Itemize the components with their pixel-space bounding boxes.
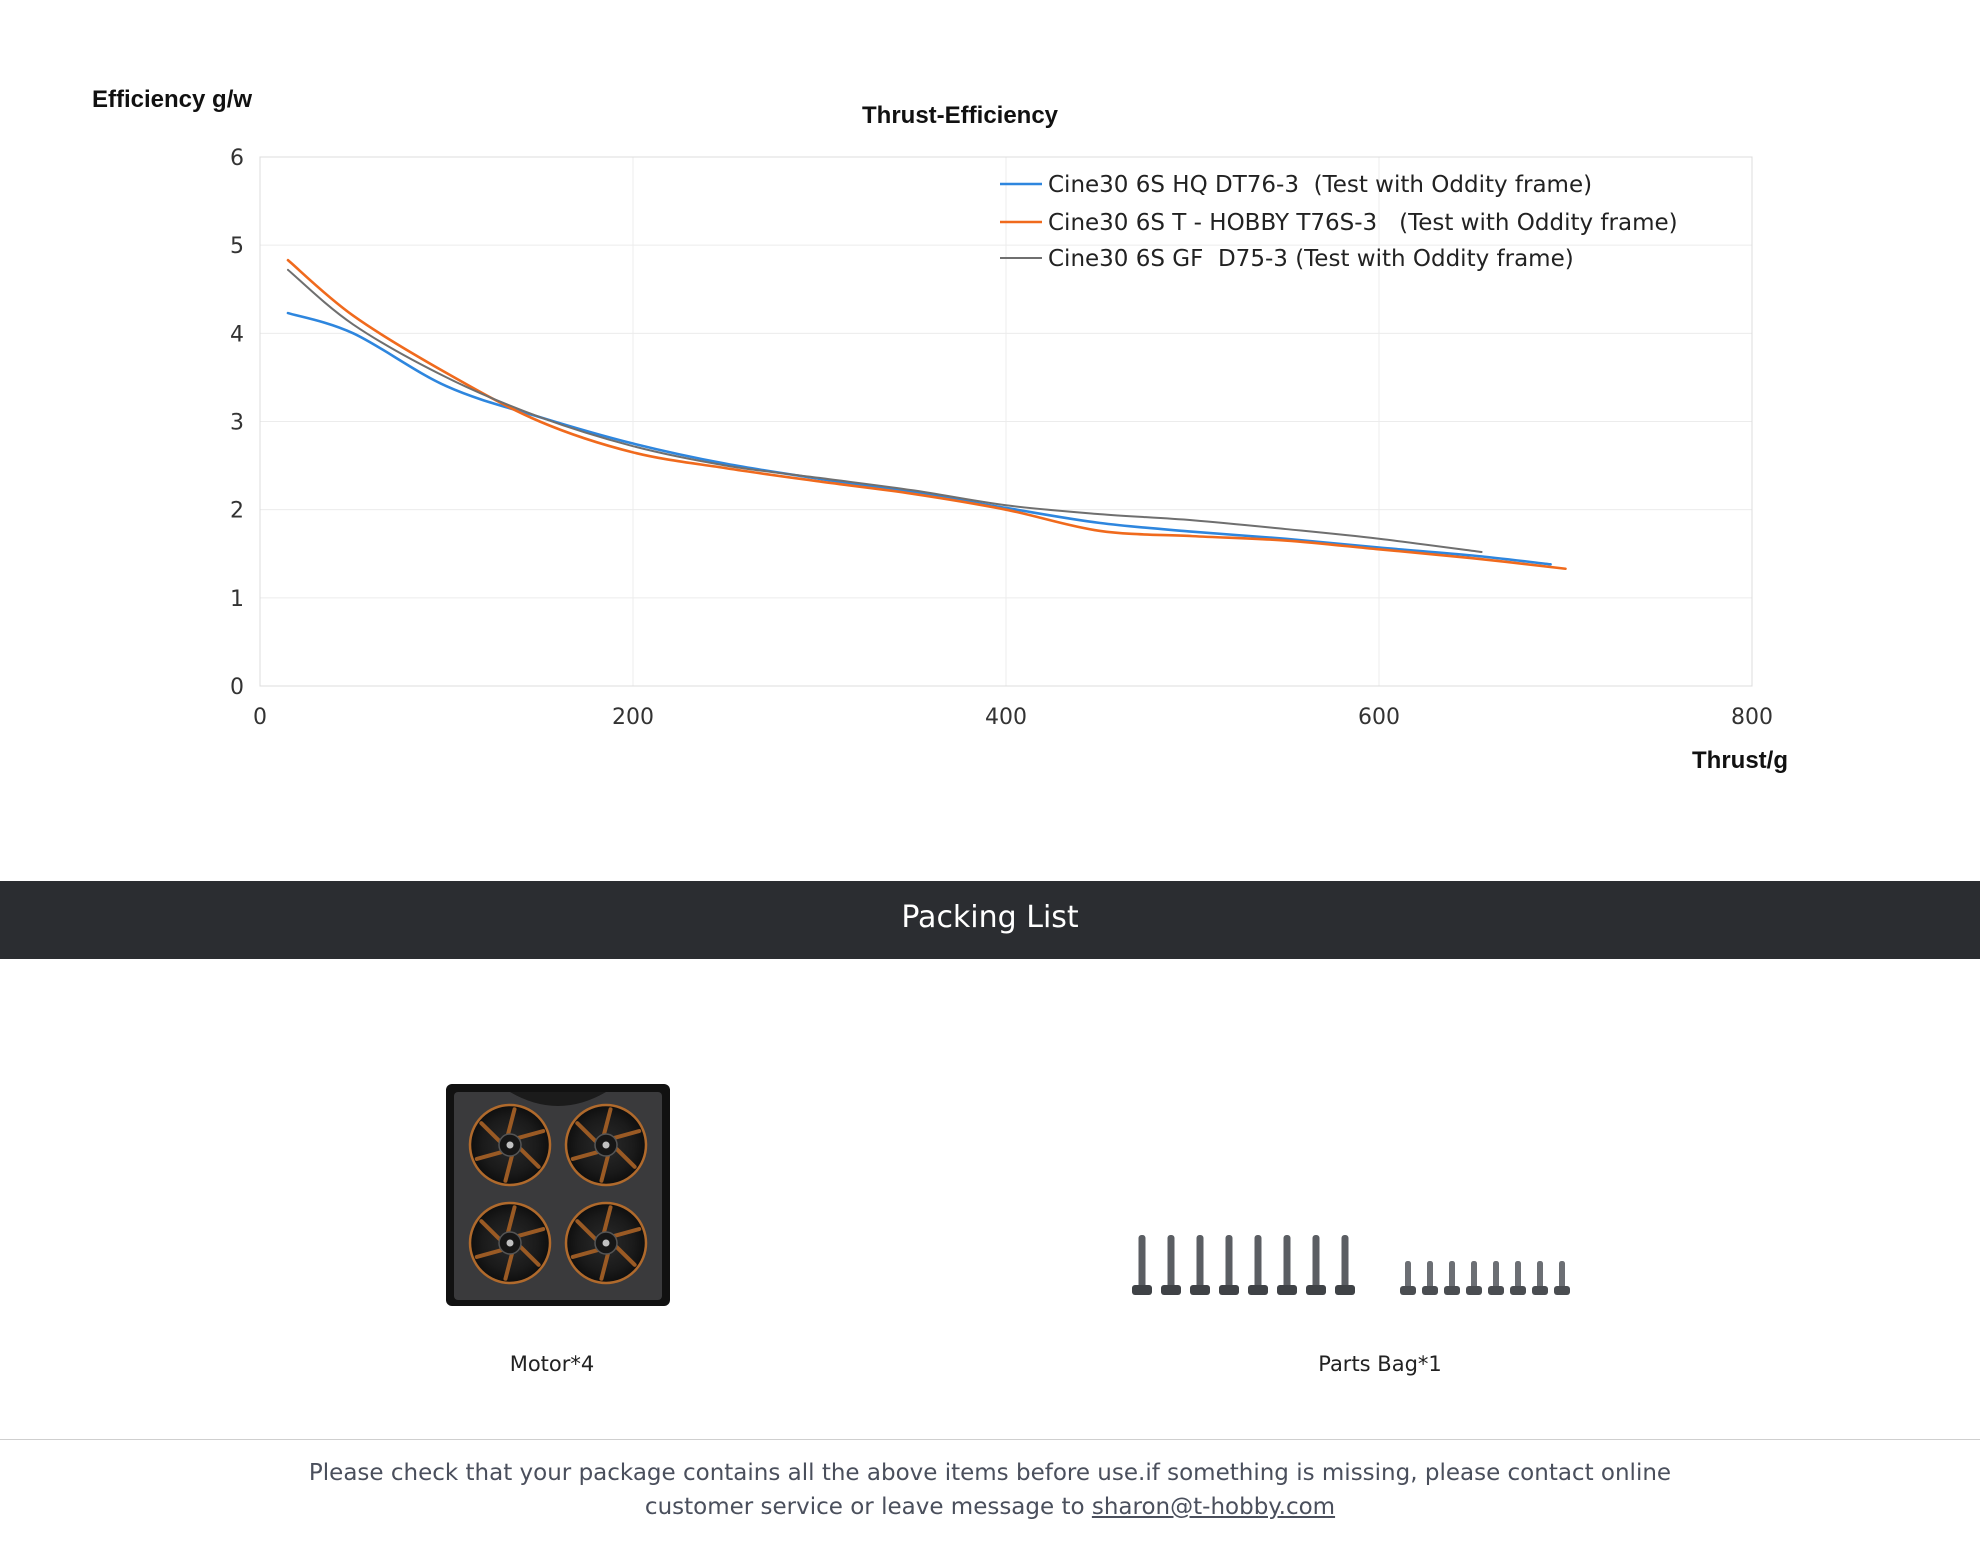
short-screw-icon — [1510, 1261, 1526, 1295]
plot-border — [259, 156, 1753, 687]
x-tick-label: 0 — [253, 705, 267, 730]
short-screw-icon — [1554, 1261, 1570, 1295]
motor-bell-icon — [468, 1103, 552, 1187]
chart-grid — [259, 156, 1753, 687]
long-screw-icon — [1306, 1235, 1326, 1295]
packing-list-header — [0, 881, 1980, 959]
y-tick-label: 6 — [230, 146, 244, 171]
y-tick-label: 4 — [230, 322, 244, 347]
chart-axes — [259, 156, 1753, 687]
long-screw-icon — [1277, 1235, 1297, 1295]
x-axis-title: Thrust/g — [1692, 747, 1788, 774]
chart-title: Thrust-Efficiency — [862, 102, 1059, 129]
long-screw-icon — [1132, 1235, 1152, 1295]
chart-tick-labels: 0 1 2 3 4 5 6 0 200 400 600 800 — [230, 146, 1773, 730]
package-notice: Please check that your package contains … — [300, 1456, 1680, 1524]
motor-bell-icon — [564, 1103, 648, 1187]
long-screw-icon — [1219, 1235, 1239, 1295]
thrust-efficiency-chart: 0 1 2 3 4 5 6 0 200 400 600 800 Cine30 6S HQ DT76-3… — [230, 146, 1773, 730]
motor-box-image — [446, 1084, 670, 1306]
x-tick-label: 600 — [1358, 705, 1400, 730]
y-tick-label: 2 — [230, 499, 244, 524]
y-tick-label: 5 — [230, 234, 244, 259]
short-screw-icon — [1488, 1261, 1504, 1295]
short-screw-icon — [1532, 1261, 1548, 1295]
y-tick-label: 1 — [230, 587, 244, 612]
series-line-3 — [286, 268, 1483, 553]
legend-label-3: Cine30 6S GF D75-3 (Test with Oddity fra… — [1048, 246, 1574, 272]
notice-text: Please check that your package contains … — [308, 1460, 1672, 1520]
footer-divider — [0, 1439, 1980, 1440]
y-axis-title: Efficiency g/w — [92, 86, 253, 113]
short-screw-icon — [1422, 1261, 1438, 1295]
series-line-1 — [286, 311, 1552, 566]
parts-bag-caption: Parts Bag*1 — [1318, 1352, 1442, 1376]
x-tick-label: 400 — [985, 705, 1027, 730]
legend-label-2: Cine30 6S T - HOBBY T76S-3 (Test with Od… — [1048, 210, 1678, 236]
x-tick-label: 200 — [612, 705, 654, 730]
motor-bell-icon — [468, 1201, 552, 1285]
legend-label-1: Cine30 6S HQ DT76-3 (Test with Oddity fr… — [1048, 172, 1592, 198]
long-screw-icon — [1161, 1235, 1181, 1295]
long-screw-icon — [1190, 1235, 1210, 1295]
y-tick-label: 3 — [230, 411, 244, 436]
packing-list-title: Packing List — [901, 900, 1079, 935]
long-screw-icon — [1248, 1235, 1268, 1295]
contact-email-link[interactable]: sharon@t-hobby.com — [1091, 1494, 1336, 1520]
motor-caption: Motor*4 — [509, 1352, 595, 1376]
short-screw-icon — [1400, 1261, 1416, 1295]
series-line-2 — [286, 258, 1567, 571]
short-screw-icon — [1444, 1261, 1460, 1295]
long-screw-icon — [1335, 1235, 1355, 1295]
motor-bell-icon — [564, 1201, 648, 1285]
chart-legend: Cine30 6S HQ DT76-3 (Test with Oddity fr… — [1000, 172, 1678, 272]
x-tick-label: 800 — [1731, 705, 1773, 730]
screws-image — [1132, 1235, 1570, 1295]
short-screw-icon — [1466, 1261, 1482, 1295]
y-tick-label: 0 — [230, 675, 244, 700]
chart-series — [286, 258, 1567, 571]
